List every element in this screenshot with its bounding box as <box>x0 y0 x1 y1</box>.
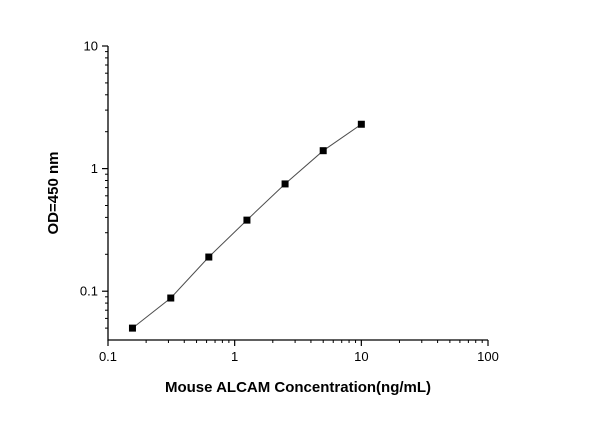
y-tick-label: 0.1 <box>80 284 98 299</box>
series-layer <box>128 120 365 332</box>
x-axis-title: Mouse ALCAM Concentration(ng/mL) <box>165 379 431 396</box>
x-tick-label: 1 <box>231 349 238 364</box>
y-axis-title: OD=450 nm <box>45 152 62 235</box>
series-line <box>132 123 362 329</box>
x-tick-label: 10 <box>354 349 368 364</box>
data-point-marker <box>205 253 213 261</box>
data-point-marker <box>243 216 251 224</box>
data-point-marker <box>357 120 365 128</box>
y-tick-label: 10 <box>84 39 98 54</box>
axes-layer: 0.1 1 10 100 0.1 1 10 <box>80 39 499 365</box>
data-point-marker <box>167 294 175 302</box>
data-point-marker <box>128 324 136 332</box>
x-tick-label: 100 <box>477 349 499 364</box>
data-point-marker <box>319 147 327 155</box>
x-tick-label: 0.1 <box>99 349 117 364</box>
y-tick-label: 1 <box>91 161 98 176</box>
axis-spines <box>107 46 488 341</box>
data-point-marker <box>281 180 289 188</box>
